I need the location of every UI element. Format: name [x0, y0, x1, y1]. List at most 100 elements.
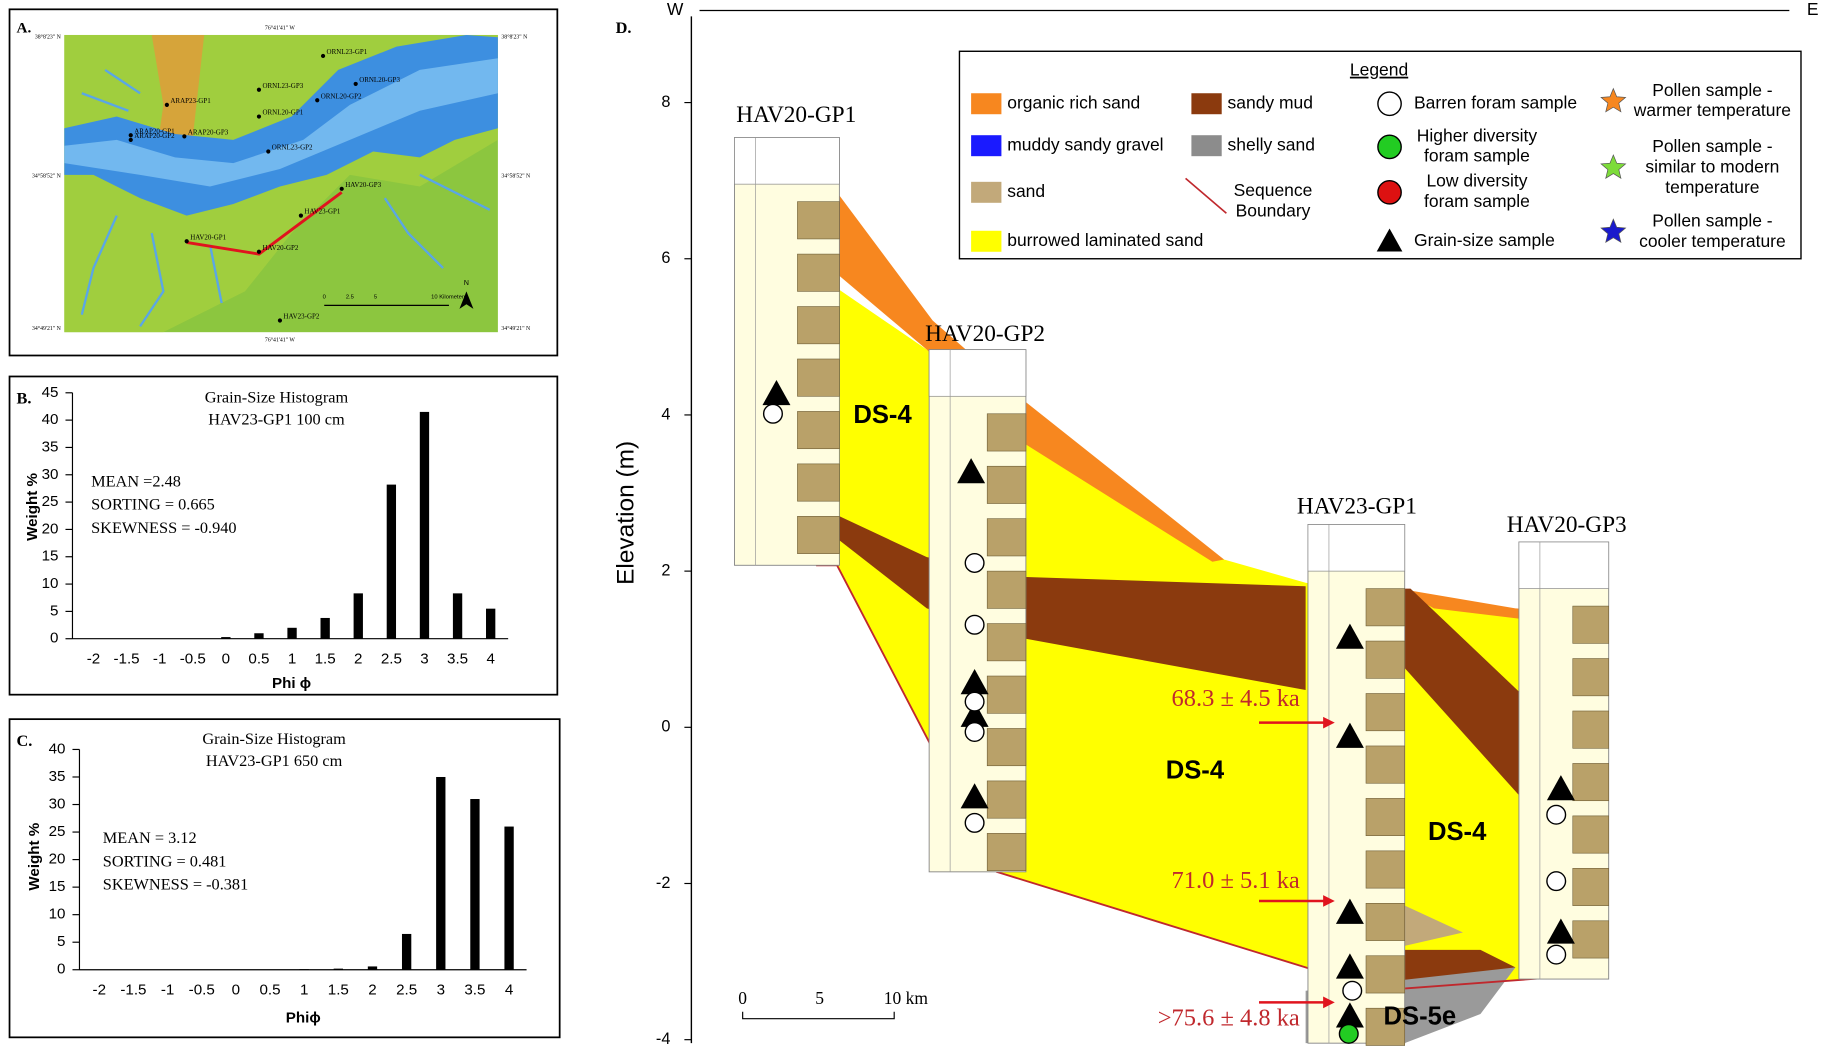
core-segment [797, 516, 839, 553]
bar [334, 969, 343, 970]
legend-swatch [971, 182, 1001, 203]
site-label: ORNL20-GP1 [262, 109, 303, 117]
legend-label: temperature [1665, 177, 1759, 197]
x-tick-label: 1 [300, 982, 308, 999]
legend-label: burrowed laminated sand [1007, 230, 1203, 250]
y-axis-label: Elevation (m) [613, 441, 640, 585]
core-segment [1573, 606, 1609, 643]
site-label: HAV20-GP2 [262, 244, 298, 252]
y-tick-label: 8 [661, 93, 670, 111]
y-tick-label: 15 [49, 878, 66, 895]
bar [387, 485, 396, 639]
x-tick-label: -1.5 [120, 982, 146, 999]
core-segment [797, 464, 839, 501]
y-tick-label: 10 [49, 906, 66, 923]
site-marker [266, 149, 270, 153]
x-tick-label: 4 [505, 982, 513, 999]
panel-label: B. [17, 389, 32, 408]
age-label: 68.3 ± 4.5 ka [1172, 685, 1300, 712]
y-tick-label: 30 [49, 796, 66, 813]
y-tick-label: 5 [57, 933, 65, 950]
panel-label: D. [616, 18, 632, 37]
legend-label: Sequence [1234, 180, 1313, 200]
x-tick-label: 1.5 [328, 982, 349, 999]
barren-foram-sample [764, 404, 783, 423]
scale-label: 5 [815, 988, 824, 1008]
site-label: ARAP23-GP1 [170, 97, 211, 105]
bar [368, 966, 377, 969]
stat-annotation: SORTING = 0.665 [91, 495, 215, 514]
core-segment [797, 411, 839, 448]
legend-label: similar to modern [1645, 156, 1779, 176]
y-tick-label: 0 [661, 718, 670, 736]
site-label: HAV20-GP1 [190, 233, 226, 241]
core-segment [1573, 659, 1609, 696]
x-tick-label: 2 [354, 651, 362, 668]
legend-label: Boundary [1236, 200, 1311, 220]
y-tick-label: 0 [50, 630, 58, 647]
x-axis-label: Phi ϕ [272, 675, 311, 692]
chart-subtitle: HAV23-GP1 100 cm [208, 410, 345, 429]
west-label: W [667, 0, 684, 19]
x-tick-label: 1.5 [315, 651, 336, 668]
legend-label: muddy sandy gravel [1007, 134, 1163, 154]
x-tick-label: 2 [368, 982, 376, 999]
site-label: HAV20-GP3 [345, 181, 381, 189]
x-tick-label: -1.5 [114, 651, 140, 668]
legend-label: Low diversity [1426, 171, 1527, 191]
y-tick-label: 40 [42, 411, 59, 428]
core-name: HAV20-GP3 [1507, 512, 1627, 538]
y-tick-label: 30 [42, 466, 59, 483]
legend-swatch [1191, 135, 1221, 156]
barren-foram-sample [965, 615, 984, 634]
unit-label: DS-4 [1166, 756, 1225, 784]
map-coordinate: 76°41'41" W [265, 337, 296, 344]
y-tick-label: 45 [42, 384, 59, 401]
core-segment [987, 571, 1026, 608]
bar [402, 934, 411, 970]
site-label: ARAP20-GP3 [188, 128, 229, 136]
core-segment [987, 728, 1026, 765]
legend-label: organic rich sand [1007, 92, 1140, 112]
core-segment [1366, 798, 1405, 835]
y-tick-label: 15 [42, 548, 59, 565]
site-label: ORNL23-GP3 [262, 82, 303, 90]
map-scale-label: 10 Kilometers [431, 295, 467, 301]
x-tick-label: -2 [87, 651, 100, 668]
legend-label: Pollen sample - [1652, 136, 1773, 156]
y-tick-label: -4 [656, 1030, 671, 1048]
core-segment [987, 676, 1026, 713]
stat-annotation: SORTING = 0.481 [103, 851, 227, 870]
site-marker [129, 133, 133, 137]
legend-label: Pollen sample - [1652, 210, 1773, 230]
legend-label: warmer temperature [1633, 100, 1791, 120]
legend-label: foram sample [1424, 146, 1530, 166]
core-segment [1366, 694, 1405, 731]
core-segment [1366, 903, 1405, 940]
core-segment [1366, 589, 1405, 626]
panel-label: C. [17, 731, 33, 750]
barren-foram-sample [965, 723, 984, 742]
core-segment [1573, 816, 1609, 853]
x-tick-label: -2 [93, 982, 106, 999]
y-tick-label: 20 [49, 851, 66, 868]
core-segment [797, 307, 839, 344]
bar [287, 628, 296, 639]
map-coordinate: 34°58'52" N [32, 172, 62, 179]
x-tick-label: 4 [486, 651, 494, 668]
site-marker [257, 114, 261, 118]
legend-swatch [971, 93, 1001, 114]
y-tick-label: 4 [661, 405, 670, 423]
x-tick-label: -0.5 [189, 982, 215, 999]
core-segment [797, 202, 839, 239]
scale-label: 10 km [884, 988, 929, 1008]
scale-label: 0 [738, 988, 747, 1008]
barren-foram-sample [1343, 981, 1362, 1000]
site-marker [321, 54, 325, 58]
site-label: HAV23-GP2 [283, 313, 319, 321]
core-header [1308, 525, 1405, 572]
x-tick-label: 3.5 [464, 982, 485, 999]
map-coordinate: 38°8'23" N [35, 34, 62, 41]
core-segment [797, 359, 839, 396]
x-tick-label: 3 [420, 651, 428, 668]
